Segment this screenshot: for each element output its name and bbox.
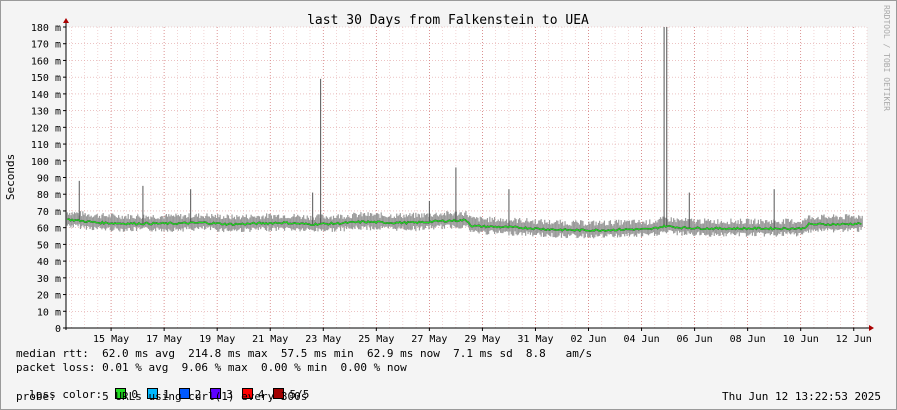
latency-chart: last 30 Days from Falkenstein to UEA Sec…: [4, 5, 891, 345]
probe-info: probe: 5 URLs using curl(1) every 300s: [16, 390, 308, 403]
x-tick-label: 27 May: [411, 334, 447, 345]
axes: [63, 18, 874, 331]
y-tick-label: 20 m: [37, 291, 61, 302]
loss-color-item: 3: [210, 388, 233, 401]
y-tick-label: 60 m: [37, 224, 61, 235]
y-tick-label: 90 m: [37, 174, 61, 185]
y-tick-label: 120 m: [31, 123, 61, 134]
x-tick-label: 31 May: [517, 334, 553, 345]
y-tick-label: 10 m: [37, 307, 61, 318]
x-tick-label: 12 Jun: [836, 334, 872, 345]
loss-color-item: 5/5: [273, 388, 309, 401]
rtt-spikes: [78, 27, 775, 229]
plot-area: [66, 27, 867, 328]
x-tick-label: 29 May: [464, 334, 500, 345]
packet-loss-stats: packet loss: 0.01 % avg 9.06 % max 0.00 …: [16, 361, 407, 374]
x-tick-label: 08 Jun: [730, 334, 766, 345]
grid-lines: [66, 26, 868, 329]
median-rtt-stats: median rtt: 62.0 ms avg 214.8 ms max 57.…: [16, 347, 593, 360]
x-tick-label: 25 May: [358, 334, 394, 345]
loss-color-label: 3: [226, 388, 233, 401]
y-tick-label: 70 m: [37, 207, 61, 218]
y-tick-label: 130 m: [31, 107, 61, 118]
loss-color-label: 1: [162, 388, 170, 401]
y-tick-label: 80 m: [37, 190, 61, 201]
y-tick-label: 50 m: [37, 240, 61, 251]
median-rtt-line: [67, 218, 862, 233]
loss-color-label: 5/5: [289, 388, 310, 401]
x-tick-label: 19 May: [199, 334, 235, 345]
loss-color-swatch: [146, 388, 158, 399]
loss-color-legend: loss color: 0 1 2 3 4 5/5: [16, 375, 318, 401]
loss-color-swatch: [273, 388, 285, 399]
loss-color-items: 0 1 2 3 4 5/5: [115, 388, 318, 401]
y-tick-label: 180 m: [31, 23, 61, 34]
y-tick-label: 150 m: [31, 73, 61, 84]
timestamp: Thu Jun 12 13:22:53 2025: [722, 390, 881, 403]
y-tick-label: 170 m: [31, 40, 61, 51]
loss-color-label: loss color:: [29, 388, 103, 401]
y-tick-label: 140 m: [31, 90, 61, 101]
y-axis-label: Seconds: [4, 154, 17, 200]
y-tick-labels: 0 10 m 20 m 30 m 40 m 50 m 60 m 70 m 80 m 90 m 100…: [31, 23, 66, 335]
loss-color-label: 0: [131, 388, 138, 401]
loss-color-item: 1: [146, 388, 170, 401]
y-tick-label: 40 m: [37, 257, 61, 268]
x-tick-label: 02 Jun: [570, 334, 606, 345]
y-tick-label: 30 m: [37, 274, 61, 285]
y-tick-label: 160 m: [31, 56, 61, 67]
y-axis-arrow: [63, 18, 69, 23]
x-tick-label: 21 May: [252, 334, 288, 345]
loss-color-item: 0: [115, 388, 138, 401]
median-rtt-series: [67, 218, 862, 232]
x-tick-label: 06 Jun: [677, 334, 713, 345]
loss-color-swatch: [115, 388, 127, 399]
loss-color-swatch: [210, 388, 222, 399]
chart-title: last 30 Days from Falkenstein to UEA: [307, 13, 589, 28]
x-axis-arrow: [869, 325, 874, 331]
x-tick-label: 15 May: [93, 334, 129, 345]
x-tick-label: 17 May: [146, 334, 182, 345]
x-tick-label: 23 May: [305, 334, 341, 345]
y-tick-label: 110 m: [31, 140, 61, 151]
loss-color-swatch: [178, 388, 190, 399]
y-tick-label: 0: [55, 324, 61, 335]
loss-color-item: 2: [178, 388, 202, 401]
y-tick-label: 100 m: [31, 157, 61, 168]
loss-color-item: 4: [241, 388, 265, 401]
rrdtool-watermark: RRDTOOL / TOBI OETIKER: [882, 5, 891, 111]
x-tick-labels: 15 May 17 May 19 May 21 May 23 May 25 May 27 M…: [93, 328, 872, 345]
x-tick-label: 10 Jun: [783, 334, 819, 345]
x-tick-label: 04 Jun: [623, 334, 659, 345]
loss-color-label: 2: [194, 388, 202, 401]
loss-color-swatch: [241, 388, 253, 399]
loss-color-label: 4: [257, 388, 265, 401]
